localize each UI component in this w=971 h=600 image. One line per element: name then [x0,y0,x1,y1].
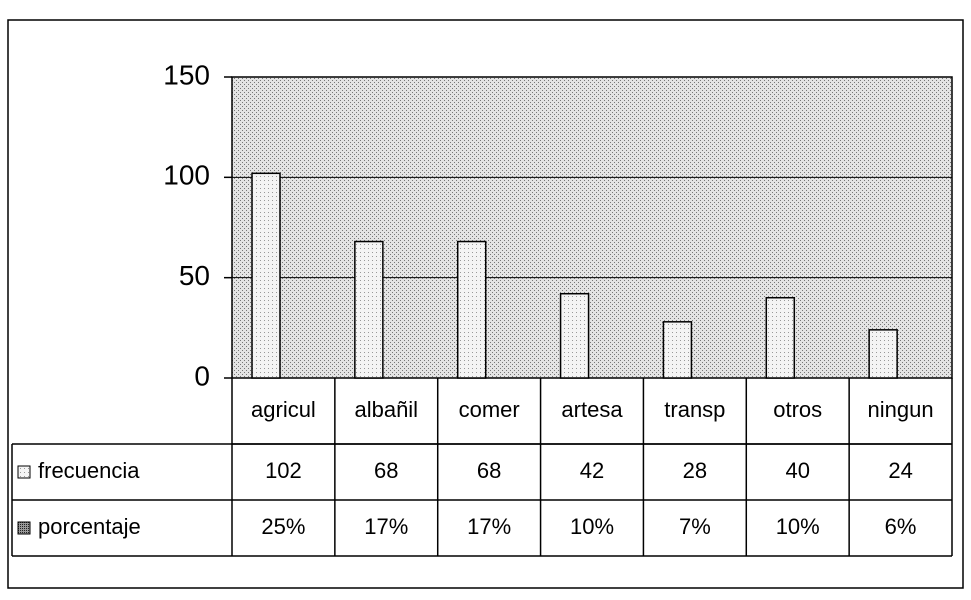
x-tick-label: comer [459,397,520,422]
table-cell: 102 [265,458,302,483]
legend-label: porcentaje [38,514,141,539]
x-tick-label: otros [773,397,822,422]
bar [662,321,693,379]
table-cell: 6% [885,514,917,539]
bar [765,296,796,379]
bar [868,329,898,379]
table-cell: 25% [261,514,305,539]
bar [354,240,384,379]
x-tick-label: agricul [251,397,316,422]
x-tick-label: artesa [561,397,623,422]
frame [7,19,964,589]
table-cell: 40 [785,458,809,483]
bar [251,172,281,379]
bar [559,292,590,379]
y-tick-label: 150 [163,59,210,90]
legend-swatch [17,465,31,479]
x-tick-label: albañil [354,397,418,422]
plot-area [231,76,953,379]
table-cell: 17% [364,514,408,539]
table-cell: 17% [467,514,511,539]
table-cell: 28 [683,458,707,483]
table-cell: 68 [374,458,398,483]
table-cell: 42 [580,458,604,483]
table-cell: 10% [570,514,614,539]
x-tick-label: transp [664,397,725,422]
table-cell: 10% [776,514,820,539]
table-cell: 24 [888,458,912,483]
y-tick-label: 0 [194,360,210,391]
y-tick-label: 50 [179,260,210,291]
table-cell: 7% [679,514,711,539]
bar [456,240,487,379]
legend-swatch [17,521,31,535]
legend-label: frecuencia [38,458,140,483]
y-tick-label: 100 [163,160,210,191]
table-cell: 68 [477,458,501,483]
x-tick-label: ningun [868,397,934,422]
